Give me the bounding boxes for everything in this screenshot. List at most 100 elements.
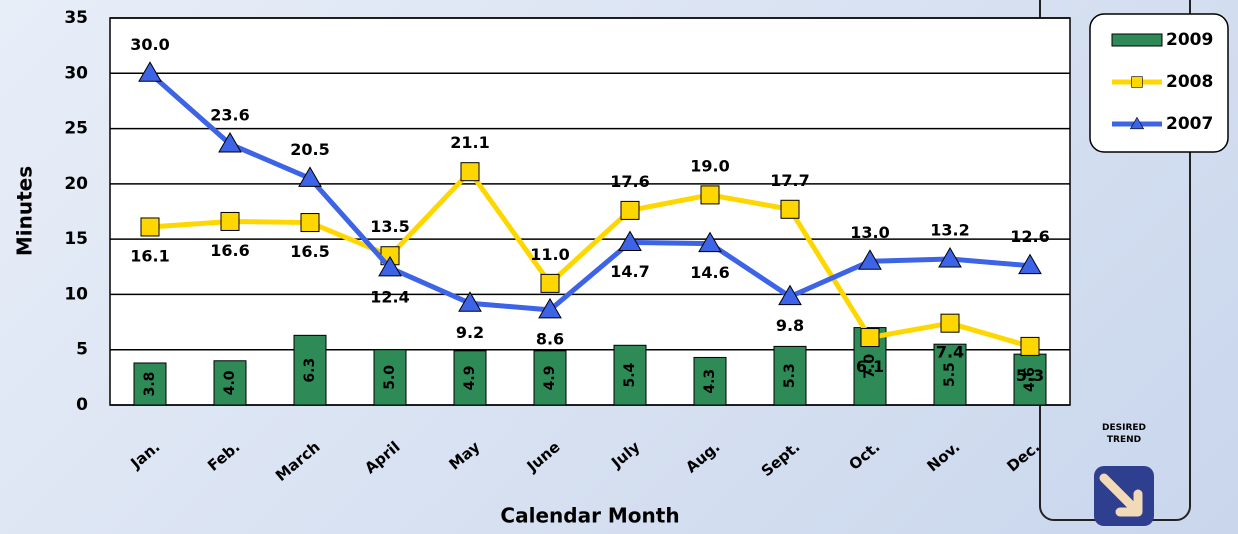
x-tick-label: Aug. [682,438,723,477]
marker [460,162,480,182]
y-tick-label: 15 [64,229,88,249]
data-label: 4.9 [462,366,478,391]
bar [133,362,167,406]
bar [453,350,487,406]
x-axis-label: Calendar Month [500,504,679,528]
bar [533,350,567,406]
data-label: 5.5 [942,362,958,387]
marker [220,211,240,231]
marker [940,313,960,333]
marker [540,273,560,293]
bar [693,356,727,406]
line [149,167,1031,349]
data-label: 3.8 [142,372,158,397]
marker [538,297,562,319]
data-label: 6.1 [856,357,884,376]
legend-label: 2007 [1166,114,1213,134]
trend-arrow [1099,473,1143,517]
data-label: 16.6 [210,241,249,260]
marker [858,249,882,270]
marker [780,199,800,219]
x-tick-label: June [523,438,564,476]
x-tick-label: April [361,438,403,478]
y-tick-label: 35 [64,8,88,28]
data-label: 16.5 [290,242,329,261]
y-tick-label: 0 [76,395,88,415]
data-label: 5.3 [782,363,798,388]
marker [618,230,642,251]
x-tick-label: Dec. [1003,438,1043,476]
plot-area [109,17,1071,406]
legend-label: 2009 [1166,30,1213,50]
legend-marker [1131,76,1143,88]
marker [938,247,962,268]
data-label: 13.0 [850,223,889,242]
data-label: 11.0 [530,245,569,264]
data-label: 23.6 [210,106,249,125]
marker [1018,253,1042,275]
data-label: 4.9 [542,366,558,391]
data-label: 14.7 [610,262,649,281]
bar [613,344,647,406]
data-label: 20.5 [290,140,329,159]
data-label: 6.3 [302,358,318,383]
data-label: 17.7 [770,171,809,190]
data-label: 21.1 [450,133,489,152]
legend-label: 2008 [1166,72,1213,92]
marker [860,328,880,348]
data-label: 4.6 [1022,367,1038,392]
y-tick-label: 10 [64,284,88,304]
bar [933,343,967,406]
x-tick-label: May [446,438,484,474]
marker [778,284,802,306]
data-label: 12.4 [370,287,409,306]
data-label: 7.0 [862,354,878,379]
bar [293,334,327,406]
marker [698,231,722,253]
data-label: 13.5 [370,217,409,236]
y-tick-label: 5 [76,340,88,360]
marker [1020,336,1040,356]
data-label: 12.6 [1010,227,1049,246]
data-label: 9.8 [776,316,804,335]
data-label: 19.0 [690,156,729,175]
marker [458,291,482,312]
data-label: 7.4 [936,343,964,362]
x-tick-label: Nov. [923,438,963,476]
data-label: 4.0 [222,370,238,395]
x-tick-label: Sept. [758,438,804,480]
data-label: 5.0 [382,365,398,390]
x-tick-label: Oct. [845,438,883,474]
y-tick-label: 20 [64,174,88,194]
data-label: 14.6 [690,263,729,282]
marker [700,185,720,205]
data-label: 9.2 [456,323,484,342]
x-tick-label: Jan. [127,438,164,473]
bar [213,360,247,406]
data-label: 5.3 [1016,366,1044,385]
marker [218,132,242,153]
x-tick-label: March [272,438,323,485]
bar [773,345,807,406]
data-label: 8.6 [536,329,564,348]
marker [138,61,162,82]
x-tick-label: Feb. [204,438,243,475]
y-tick-label: 30 [64,63,88,83]
data-label: 4.3 [702,369,718,394]
marker [140,217,160,237]
marker [300,213,320,233]
bar [373,349,407,406]
legend-swatch [1111,33,1163,47]
legend-marker [1129,116,1145,130]
y-tick-label: 25 [64,119,88,139]
data-label: 16.1 [130,246,169,265]
marker [378,255,402,277]
data-label: 30.0 [130,35,169,54]
y-axis-label: Minutes [13,166,37,256]
data-label: 5.4 [622,362,638,387]
marker [620,200,640,220]
annotation: DESIRED TREND [1102,423,1146,445]
line [148,71,1031,313]
